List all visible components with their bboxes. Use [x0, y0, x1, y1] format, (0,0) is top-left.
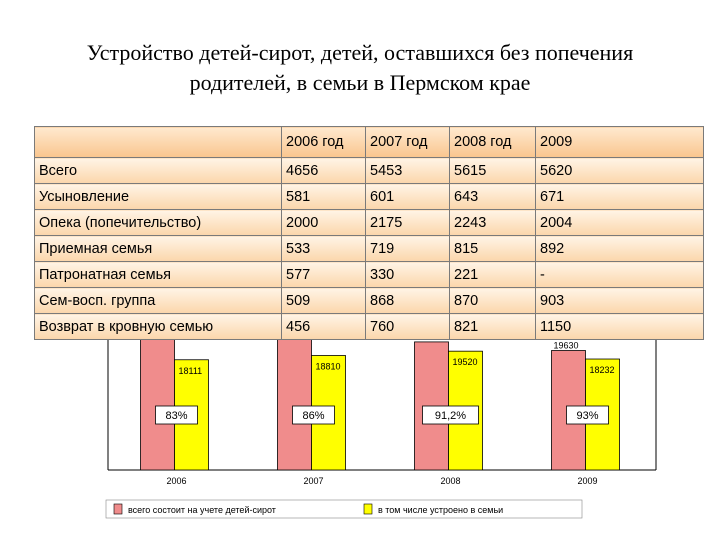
percent-label: 93%	[576, 410, 598, 422]
statistics-table: 2006 год 2007 год 2008 год 2009 Всего 46…	[34, 126, 704, 340]
table-cell: 760	[365, 313, 450, 340]
legend-label-total: всего состоит на учете детей-сирот	[128, 505, 276, 515]
table-header-row: 2006 год 2007 год 2008 год 2009	[34, 126, 704, 158]
table-cell: 1150	[535, 313, 704, 340]
table-cell: 4656	[281, 157, 366, 184]
table-cell: 2000	[281, 209, 366, 236]
table-cell: 330	[365, 261, 450, 288]
legend-box	[105, 499, 583, 519]
bar-total	[140, 337, 175, 471]
table-row: Всего 4656 5453 5615 5620	[34, 157, 704, 184]
data-label-placed: 18111	[179, 366, 203, 376]
percent-label: 86%	[302, 410, 324, 422]
table-cell: 671	[535, 183, 704, 210]
table-cell: -	[535, 261, 704, 288]
data-label-placed: 18810	[316, 362, 341, 372]
legend-swatch-placed	[363, 503, 373, 515]
table-cell: 509	[281, 287, 366, 314]
table-row: Опека (попечительство) 2000 2175 2243 20…	[34, 209, 704, 236]
table-cell: 5453	[365, 157, 450, 184]
legend-label-placed: в том числе устроено в семьи	[378, 505, 503, 515]
table-row: Приемная семья 533 719 815 892	[34, 235, 704, 262]
data-label-placed: 18232	[590, 365, 615, 375]
table-cell: 581	[281, 183, 366, 210]
table-cell: 719	[365, 235, 450, 262]
header-cell-empty	[34, 126, 282, 158]
header-cell-2006: 2006 год	[281, 126, 366, 158]
percent-label: 83%	[165, 410, 187, 422]
row-label: Приемная семья	[34, 235, 282, 262]
row-label: Возврат в кровную семью	[34, 313, 282, 340]
table-cell: 643	[449, 183, 536, 210]
table-cell: 2243	[449, 209, 536, 236]
row-label: Патронатная семья	[34, 261, 282, 288]
table-cell: 870	[449, 287, 536, 314]
x-tick-label: 2009	[577, 476, 597, 486]
table-cell: 533	[281, 235, 366, 262]
data-label-total: 19630	[554, 341, 579, 351]
table-cell: 5620	[535, 157, 704, 184]
table-cell: 903	[535, 287, 704, 314]
percent-box	[566, 405, 609, 425]
row-label: Опека (попечительство)	[34, 209, 282, 236]
header-cell-2009: 2009	[535, 126, 704, 158]
table-cell: 868	[365, 287, 450, 314]
table-row: Усыновление 581 601 643 671	[34, 183, 704, 210]
legend-swatch-total	[113, 503, 123, 515]
percent-label: 91,2%	[435, 410, 466, 422]
table-cell: 601	[365, 183, 450, 210]
x-tick-label: 2006	[166, 476, 186, 486]
row-label: Усыновление	[34, 183, 282, 210]
bar-total	[277, 337, 312, 471]
data-label-placed: 19520	[453, 357, 478, 367]
header-cell-2008: 2008 год	[449, 126, 536, 158]
title-line-2: родителей, в семьи в Пермском крае	[189, 70, 531, 95]
percent-box	[422, 405, 479, 425]
title-line-1: Устройство детей-сирот, детей, оставшихс…	[86, 40, 634, 65]
percent-box	[155, 405, 198, 425]
header-cell-2007: 2007 год	[365, 126, 450, 158]
row-label: Сем-восп. группа	[34, 287, 282, 314]
table-row: Патронатная семья 577 330 221 -	[34, 261, 704, 288]
table-cell: 821	[449, 313, 536, 340]
table-cell: 577	[281, 261, 366, 288]
x-tick-label: 2007	[303, 476, 323, 486]
table-cell: 221	[449, 261, 536, 288]
table-cell: 815	[449, 235, 536, 262]
bar-chart-svg: 217691811183%2006216701881086%2007210421…	[105, 330, 657, 519]
table-row: Возврат в кровную семью 456 760 821 1150	[34, 313, 704, 340]
bar-chart: 217691811183%2006216701881086%2007210421…	[98, 330, 666, 530]
table-cell: 2004	[535, 209, 704, 236]
row-label: Всего	[34, 157, 282, 184]
page-title: Устройство детей-сирот, детей, оставшихс…	[20, 38, 700, 98]
x-tick-label: 2008	[440, 476, 460, 486]
table-cell: 892	[535, 235, 704, 262]
table-cell: 5615	[449, 157, 536, 184]
table-row: Сем-восп. группа 509 868 870 903	[34, 287, 704, 314]
table-cell: 456	[281, 313, 366, 340]
percent-box	[292, 405, 335, 425]
table-cell: 2175	[365, 209, 450, 236]
